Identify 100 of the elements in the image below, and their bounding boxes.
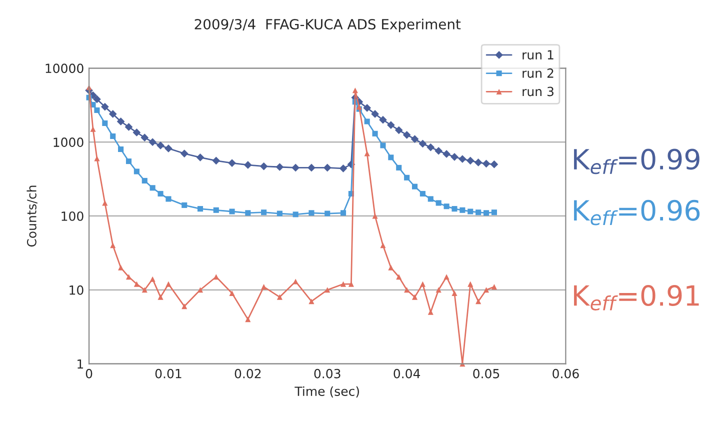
point [150, 185, 156, 191]
point [363, 104, 372, 112]
point [245, 316, 251, 322]
point [166, 281, 172, 287]
point [476, 298, 482, 304]
point [102, 120, 108, 126]
point [244, 161, 252, 169]
point [436, 200, 442, 206]
y-axis-title: Counts/ch [26, 186, 38, 247]
point [276, 163, 284, 171]
point [426, 143, 435, 152]
point [158, 294, 164, 300]
point [132, 128, 141, 136]
point [108, 110, 117, 118]
point [468, 208, 474, 214]
point [156, 142, 164, 150]
point [460, 207, 466, 213]
point [474, 158, 482, 166]
point [308, 298, 314, 304]
point [364, 150, 370, 156]
point [396, 164, 402, 170]
point [442, 150, 450, 158]
x-tick-label: 0.03 [314, 368, 340, 378]
point [468, 281, 474, 287]
point [420, 281, 426, 287]
point [118, 264, 124, 270]
point [116, 118, 125, 126]
legend-label: run 2 [522, 68, 554, 78]
y-tick-label: 1 [78, 359, 84, 369]
point [444, 204, 450, 210]
point [483, 287, 490, 293]
point [412, 184, 418, 190]
point [292, 212, 298, 218]
point [134, 281, 140, 287]
point [388, 154, 394, 160]
point [458, 155, 466, 163]
point [340, 210, 346, 216]
point [466, 156, 474, 165]
text: K$_{eff}$=0.96 [574, 200, 700, 226]
point [490, 160, 498, 168]
point [229, 208, 235, 214]
point [197, 206, 204, 212]
y-tick-label: 1000 [54, 138, 84, 147]
point [452, 290, 458, 296]
point [476, 210, 482, 216]
point [158, 190, 164, 197]
point [388, 264, 394, 270]
point [380, 242, 386, 248]
point [142, 178, 148, 184]
point [308, 164, 316, 172]
point [166, 196, 172, 202]
point [124, 123, 133, 131]
point [402, 130, 411, 139]
point [182, 304, 188, 310]
point [126, 158, 132, 164]
point [140, 134, 149, 142]
point [452, 206, 458, 212]
point [110, 133, 116, 139]
x-axis-title: Time (sec) [294, 386, 359, 398]
point [93, 95, 101, 104]
point [261, 210, 267, 216]
point [308, 210, 314, 216]
point [229, 290, 235, 296]
point [483, 210, 490, 216]
y-tick-label: 10 [70, 285, 84, 295]
point [482, 160, 490, 168]
point [323, 164, 332, 172]
x-tick-label: 0.01 [155, 368, 182, 378]
point [196, 153, 204, 162]
point [386, 121, 395, 129]
x-tick-label: 0 [86, 368, 92, 378]
point [420, 190, 426, 197]
point [148, 138, 157, 146]
point [213, 207, 219, 213]
point [491, 210, 497, 216]
point [380, 142, 386, 148]
point [371, 110, 379, 118]
point [340, 281, 346, 287]
point [276, 294, 282, 300]
text: K$_{eff}$=0.99 [574, 148, 700, 174]
point [372, 213, 378, 219]
point [150, 276, 156, 282]
point [228, 159, 236, 167]
point [418, 140, 427, 148]
point [324, 210, 330, 216]
point [339, 164, 348, 172]
point [450, 152, 458, 161]
point [276, 210, 282, 216]
point [182, 202, 188, 208]
point [404, 174, 410, 180]
point [394, 126, 403, 134]
x-tick-label: 0.05 [473, 368, 500, 378]
point [410, 135, 419, 143]
point [245, 210, 251, 216]
x-tick-label: 0.04 [394, 368, 420, 378]
point [379, 116, 387, 124]
point [164, 144, 172, 152]
x-tick-label: 0.06 [552, 368, 579, 378]
point [94, 107, 100, 113]
point [412, 294, 418, 300]
